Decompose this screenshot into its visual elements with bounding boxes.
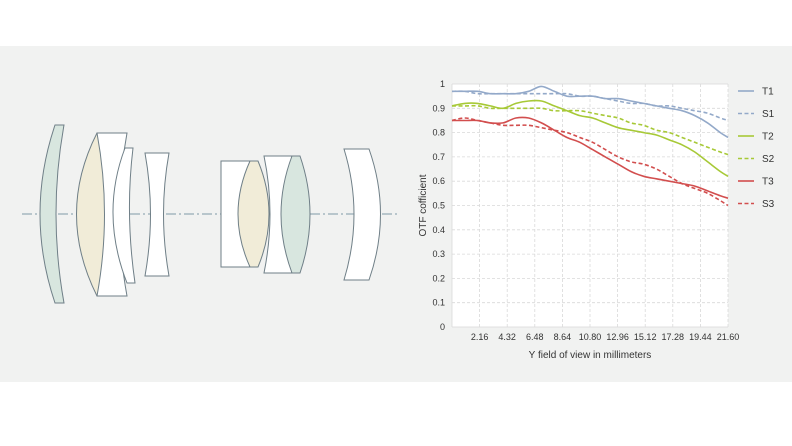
lens-element-1 (39, 124, 65, 304)
series-line-s3 (451, 117, 729, 207)
y-tick-label: 0.3 (432, 249, 445, 259)
legend-label-t1: T1 (762, 87, 774, 98)
y-tick-labels: 0 0.1 0.2 0.3 0.4 0.5 0.6 0.7 0.8 0.9 1 (432, 79, 445, 332)
legend-label-t3: T3 (762, 177, 774, 188)
x-tick-label: 19.44 (689, 332, 712, 342)
y-tick-label: 1 (440, 79, 445, 89)
lens-element-5 (144, 152, 170, 277)
x-tick-label: 8.64 (554, 332, 572, 342)
y-tick-label: 0.8 (432, 128, 445, 138)
x-tick-label: 2.16 (471, 332, 489, 342)
x-tick-label: 6.48 (526, 332, 544, 342)
series-line-s1 (451, 90, 729, 122)
legend-label-s3: S3 (762, 199, 775, 210)
lens-element-9 (280, 155, 311, 274)
x-axis-label: Y field of view in millimeters (529, 350, 652, 361)
y-tick-label: 0 (440, 322, 445, 332)
y-tick-label: 0.1 (432, 298, 445, 308)
legend: T1 S1 T2 S2 T3 S3 (738, 87, 775, 210)
legend-label-s2: S2 (762, 154, 775, 165)
lens-element-4 (112, 147, 136, 284)
x-tick-label: 21.60 (717, 332, 740, 342)
y-tick-label: 0.7 (432, 152, 445, 162)
x-tick-label: 4.32 (498, 332, 516, 342)
legend-label-s1: S1 (762, 109, 775, 120)
x-tick-labels: 2.16 4.32 6.48 8.64 10.80 12.96 15.12 17.28 19.4… (471, 332, 739, 342)
x-tick-label: 10.80 (579, 332, 602, 342)
y-axis-label: OTF cofficient (418, 174, 429, 236)
y-tick-label: 0.9 (432, 103, 445, 113)
otf-chart: 2.16 4.32 6.48 8.64 10.80 12.96 15.12 17.28 19.4… (418, 79, 775, 361)
lens-element-7 (237, 160, 270, 268)
y-tick-label: 0.6 (432, 176, 445, 186)
x-tick-label: 12.96 (606, 332, 629, 342)
y-tick-label: 0.5 (432, 201, 445, 211)
x-tick-label: 17.28 (662, 332, 685, 342)
y-tick-label: 0.4 (432, 225, 445, 235)
series-line-s2 (451, 104, 729, 156)
x-tick-label: 15.12 (634, 332, 657, 342)
series-lines (451, 85, 729, 207)
legend-label-t2: T2 (762, 132, 774, 143)
lens-diagram (22, 124, 398, 304)
series-line-t3 (452, 116, 729, 199)
y-tick-label: 0.2 (432, 273, 445, 283)
lens-element-10 (343, 148, 381, 281)
